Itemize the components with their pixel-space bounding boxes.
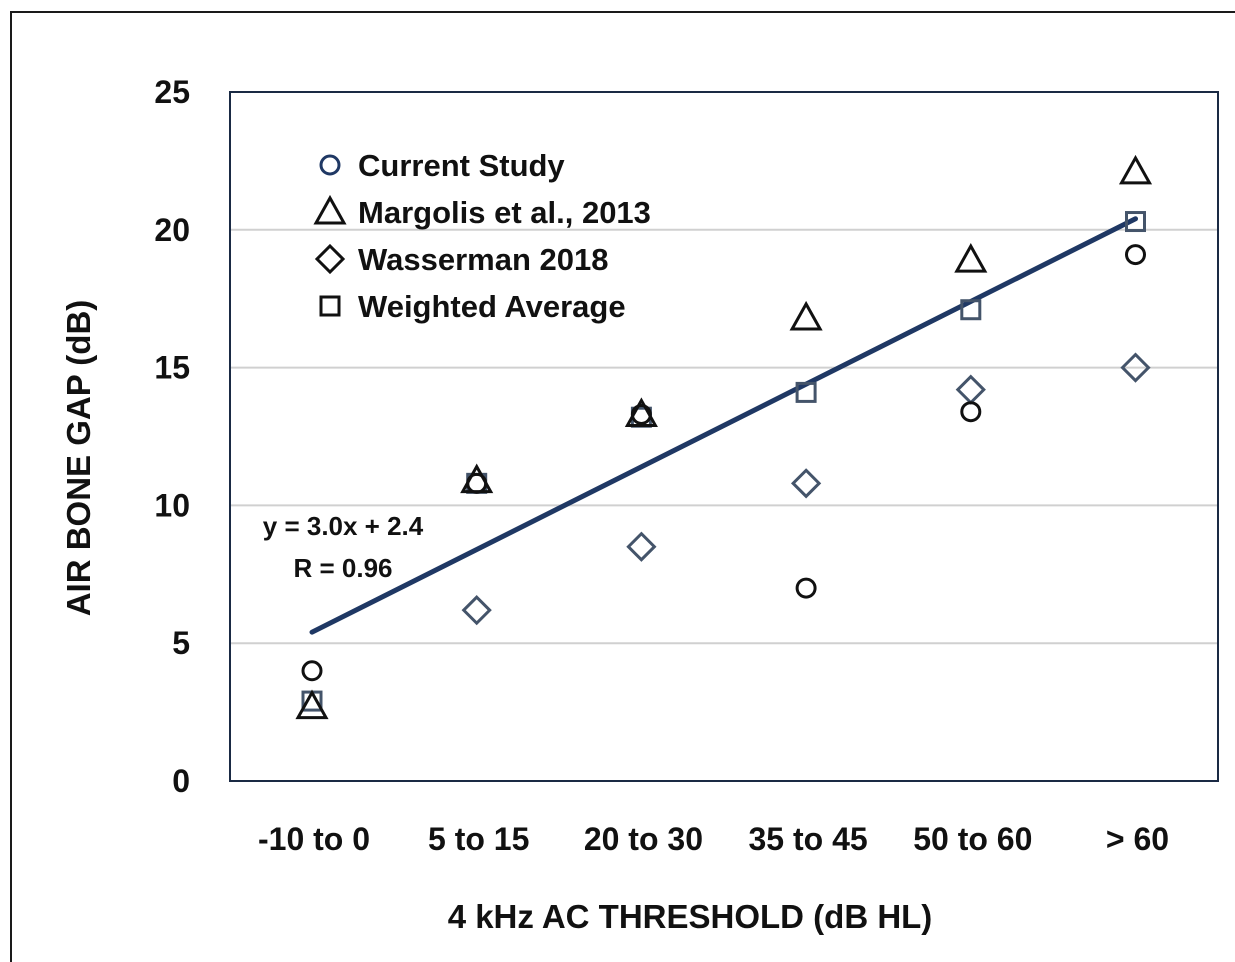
- data-point-square: [1125, 211, 1146, 233]
- y-tick-label: 15: [154, 350, 190, 386]
- data-point-triangle: [954, 243, 988, 273]
- trendline-equation: y = 3.0x + 2.4: [263, 511, 424, 541]
- y-tick-labels: 0 5 10 15 20 25: [154, 74, 190, 799]
- gridlines: [230, 228, 1218, 645]
- data-point-triangle: [295, 689, 329, 720]
- x-tick-label: > 60: [1106, 821, 1169, 857]
- legend-label: Current Study: [358, 148, 565, 183]
- data-point-circle: [795, 577, 817, 599]
- legend-marker-circle: [319, 154, 341, 176]
- legend-label: Margolis et al., 2013: [358, 195, 651, 230]
- y-axis-title: AIR BONE GAP (dB): [60, 300, 97, 617]
- data-point-diamond: [1120, 352, 1151, 383]
- legend-label: Wasserman 2018: [358, 242, 608, 277]
- data-point-circle: [960, 401, 982, 423]
- x-tick-label: 35 to 45: [749, 821, 868, 857]
- data-point-square: [960, 299, 982, 321]
- legend: Current Study Margolis et al., 2013 Wasser…: [313, 148, 651, 324]
- x-tick-labels: -10 to 0 5 to 15 20 to 30 35 to 45 50 to 60 >…: [258, 821, 1169, 857]
- x-tick-label: 50 to 60: [913, 821, 1032, 857]
- data-point-square: [795, 381, 817, 403]
- data-point-diamond: [790, 468, 822, 499]
- data-point-circle: [1125, 244, 1146, 266]
- y-tick-label: 10: [154, 487, 190, 523]
- data-point-circle: [301, 660, 323, 682]
- x-axis-title: 4 kHz AC THRESHOLD (dB HL): [448, 898, 933, 935]
- data-point-triangle: [1118, 154, 1153, 185]
- legend-marker-square: [319, 295, 341, 317]
- x-tick-label: 5 to 15: [428, 821, 529, 857]
- trendline: [309, 216, 1138, 635]
- plot-area: [229, 91, 1219, 782]
- data-points: [295, 154, 1153, 720]
- y-tick-label: 5: [172, 625, 190, 661]
- legend-marker-diamond: [314, 243, 346, 275]
- data-point-triangle: [789, 300, 823, 331]
- outer-frame: [10, 11, 1235, 962]
- legend-marker-triangle: [313, 194, 347, 225]
- data-point-diamond: [955, 374, 986, 405]
- x-tick-label: -10 to 0: [258, 821, 370, 857]
- data-point-diamond: [626, 531, 657, 562]
- y-tick-label: 25: [154, 74, 190, 110]
- x-tick-label: 20 to 30: [584, 821, 703, 857]
- data-point-circle: [630, 403, 652, 425]
- y-tick-label: 0: [172, 763, 190, 799]
- trendline-r-value: R = 0.96: [293, 553, 392, 583]
- y-tick-label: 20: [154, 212, 190, 248]
- legend-label: Weighted Average: [358, 289, 626, 324]
- data-point-diamond: [461, 595, 492, 626]
- data-point-circle: [466, 472, 488, 494]
- data-point-triangle: [624, 397, 658, 427]
